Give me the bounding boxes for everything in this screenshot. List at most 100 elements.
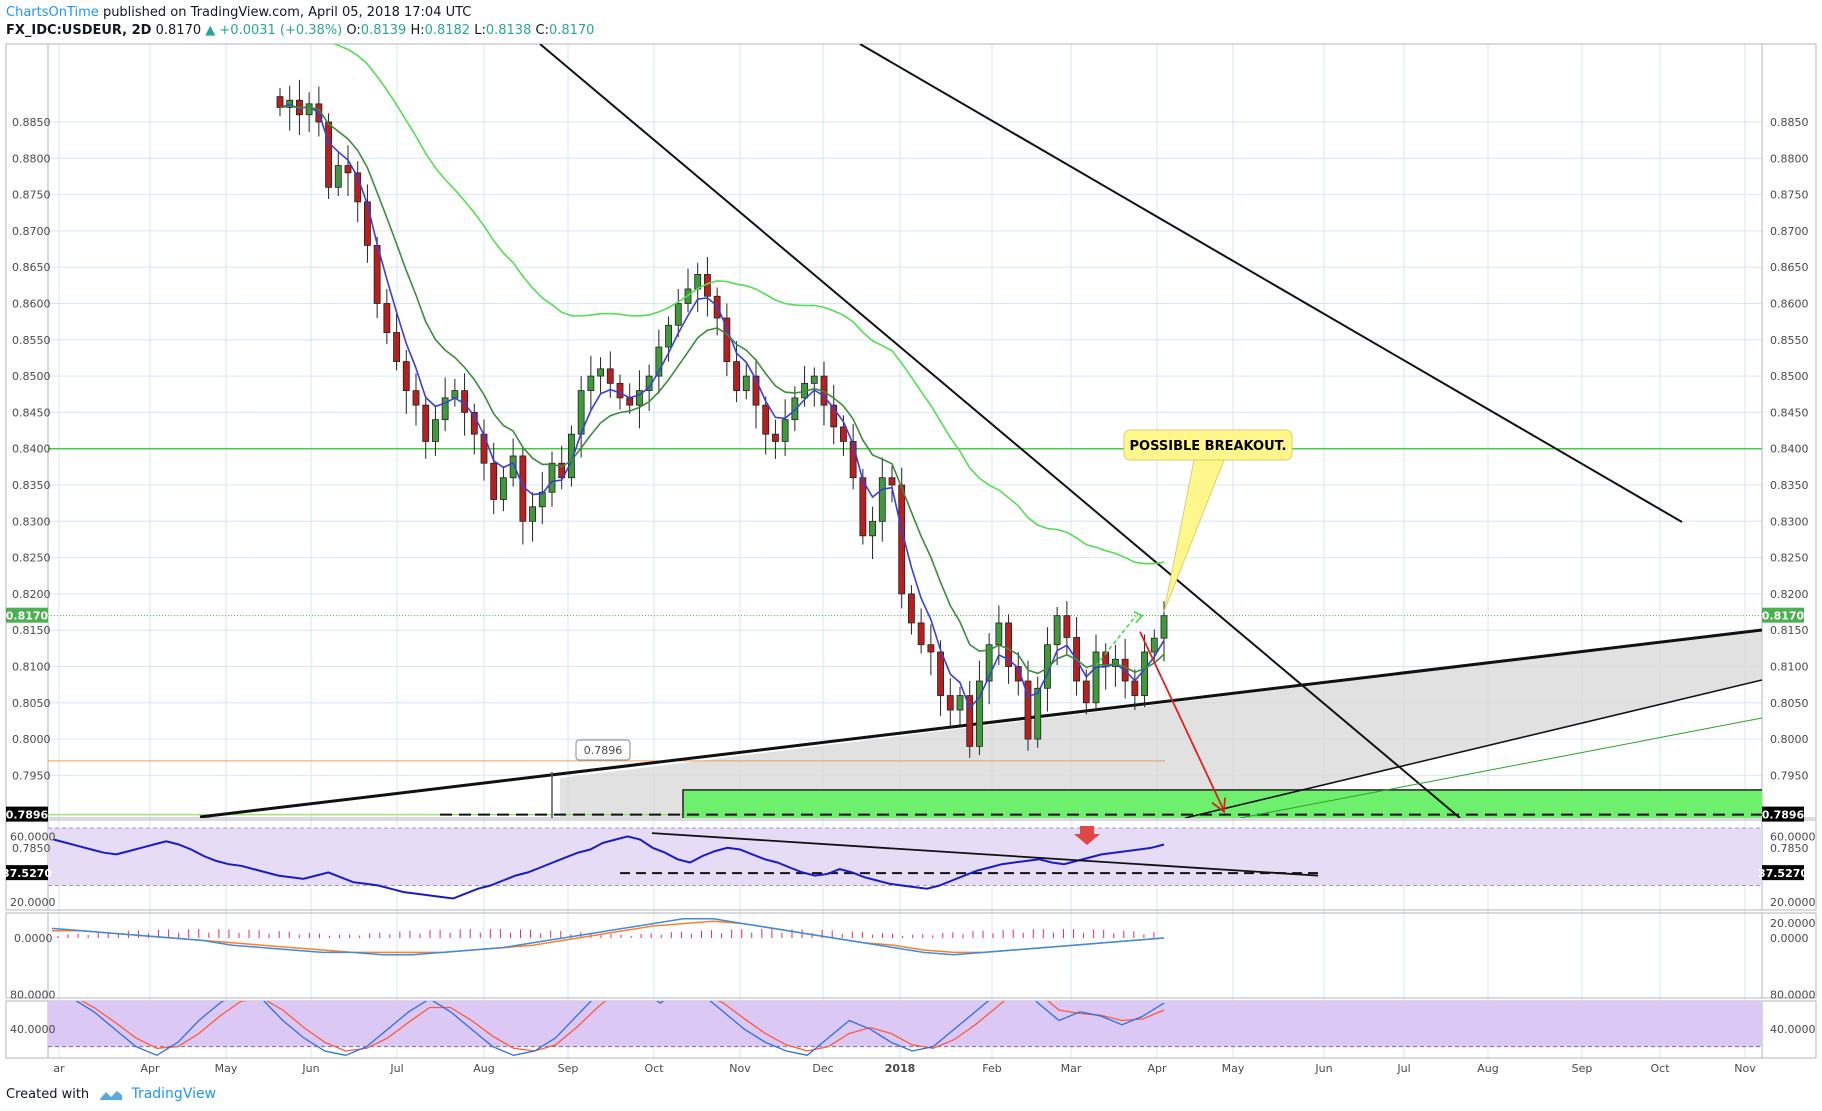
x-tick-label: Dec (812, 1062, 833, 1075)
x-tick-label: Jun (1314, 1062, 1332, 1075)
price-pane[interactable]: POSSIBLE BREAKOUT. 0.7896 (48, 34, 1763, 833)
stoch-band (48, 1001, 1762, 1047)
red-arrow (1139, 631, 1224, 809)
stoch-tick-left: 40.0000 (10, 1023, 56, 1036)
change-up-icon: ▲ (205, 23, 216, 38)
ema-slow-line (332, 44, 1165, 565)
y-tick-label-right: 0.8500 (1770, 370, 1809, 383)
y-tick-label-right: 0.8550 (1770, 334, 1809, 347)
x-tick-label: Apr (140, 1062, 160, 1075)
level-badge (575, 739, 631, 761)
wedge-shade (560, 630, 1762, 818)
rsi-level-badge-right (1762, 865, 1804, 881)
pane-border (5, 819, 1817, 911)
y-tick-label-right: 0.8650 (1770, 261, 1809, 274)
open-value: 0.8139 (360, 23, 407, 38)
candle-bull (451, 390, 459, 399)
candle-bull (636, 390, 643, 406)
x-tick-label: Oct (1650, 1062, 1670, 1075)
candle-bull (655, 346, 663, 377)
candle-bear (344, 165, 352, 174)
upper-channel-line (859, 44, 1683, 523)
y-tick-label-right: 0.7850 (1770, 842, 1809, 855)
y-tick-label-right: 0.8750 (1770, 189, 1809, 202)
candle-bear (733, 361, 740, 392)
candle-bull (976, 680, 983, 747)
high-label: H: (410, 23, 425, 38)
down-arrow-icon (1074, 826, 1100, 845)
candle-bear (1131, 680, 1139, 696)
y-tick-label-left: 0.8450 (12, 406, 51, 419)
green-wedge-line (1239, 717, 1762, 818)
last-price: 0.8170 (155, 23, 202, 38)
stoch-tick-left: 80.0000 (10, 988, 56, 1001)
candle-bear (606, 368, 614, 384)
candle-bull (1150, 637, 1158, 653)
publish-info: published on TradingView.com, April 05, … (102, 5, 472, 20)
high-value: 0.8182 (424, 23, 471, 38)
rsi-tick-left: 20.0000 (10, 896, 56, 909)
candle-bull (509, 455, 517, 479)
candle-bull (500, 477, 507, 500)
candle-bear (402, 361, 410, 392)
close-label: C: (535, 23, 549, 38)
axes: ar Apr May Jun Jul Aug Sep Oct Nov Dec 2018 Feb Mar A… (2, 116, 1816, 1075)
macd-pane[interactable] (51, 918, 1165, 956)
rsi-trendline (651, 832, 1319, 877)
last-price-badge-text: 0.8170 (6, 610, 49, 623)
macd-line (51, 918, 1165, 956)
candle-bear (840, 426, 847, 442)
candle-bull (665, 324, 672, 348)
candle-bear (422, 404, 430, 442)
candle-bear (966, 695, 974, 747)
candle-bull (432, 419, 439, 442)
candle-bull (742, 375, 750, 392)
y-tick-label-right: 0.8200 (1770, 588, 1809, 601)
candle-bear (1014, 666, 1022, 682)
candle-bull (1034, 687, 1042, 740)
candle-bull (995, 622, 1003, 646)
y-tick-label-left: 0.8650 (12, 261, 51, 274)
author-link[interactable]: ChartsOnTime (6, 5, 99, 20)
y-tick-label-right: 0.8150 (1770, 624, 1809, 637)
candle-bear (490, 462, 498, 500)
candle-bear (917, 622, 925, 646)
rsi-level-badge-text: 37.5270 (1758, 867, 1808, 880)
y-tick-label-left: 0.8500 (12, 370, 51, 383)
callout-box (1123, 429, 1293, 461)
rsi-pane[interactable] (48, 826, 1762, 900)
candle-bull (791, 397, 799, 421)
candle-bear (325, 121, 332, 188)
x-tick-label: Oct (644, 1062, 664, 1075)
callout-pointer (1163, 459, 1225, 612)
x-tick-label: Nov (729, 1062, 751, 1075)
rsi-band (48, 828, 1762, 886)
tradingview-link[interactable]: TradingView (131, 1086, 217, 1102)
candle-bear (772, 433, 779, 442)
x-tick-label: Apr (1147, 1062, 1167, 1075)
y-tick-label-left: 0.8000 (12, 733, 51, 746)
rsi-level-badge-text: 37.5270 (2, 867, 52, 880)
level-badge-axis-right (1762, 806, 1804, 822)
stoch-k-line (75, 1001, 1165, 1057)
candle-bull (441, 397, 449, 421)
y-tick-label-left: 0.8800 (12, 152, 51, 165)
y-tick-label-right: 0.8450 (1770, 406, 1809, 419)
x-tick-label: 2018 (885, 1062, 916, 1075)
candle-bull (810, 375, 818, 384)
y-tick-label-right: 0.8000 (1770, 733, 1809, 746)
y-tick-label-right: 0.8850 (1770, 116, 1809, 129)
candle-bear (1024, 680, 1032, 740)
candle-bear (830, 404, 838, 428)
x-tick-label: May (1222, 1062, 1245, 1075)
red-arrowhead-icon (1211, 797, 1226, 814)
candle-bear (616, 382, 624, 399)
last-price-badge-left (6, 607, 48, 623)
pane-frames (5, 43, 1817, 1059)
stochastic-pane[interactable] (48, 981, 1762, 1057)
candle-bear (626, 397, 634, 406)
candle-bull (538, 491, 546, 508)
x-tick-label: May (215, 1062, 238, 1075)
stoch-tick-right: 80.0000 (1770, 988, 1816, 1001)
